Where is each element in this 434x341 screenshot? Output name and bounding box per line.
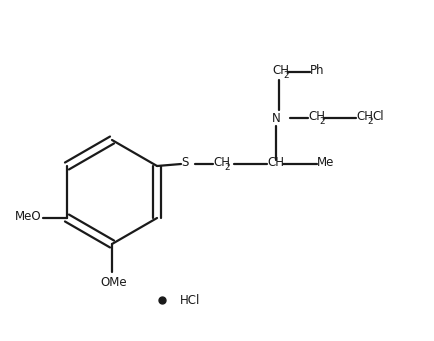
- Text: HCl: HCl: [180, 294, 200, 307]
- Text: N: N: [271, 112, 280, 124]
- Text: 2: 2: [224, 163, 229, 172]
- Text: S: S: [181, 157, 188, 169]
- Text: 2: 2: [318, 117, 324, 125]
- Text: 2: 2: [366, 117, 372, 125]
- Text: CH: CH: [307, 110, 324, 123]
- Text: OMe: OMe: [100, 276, 126, 288]
- Text: 2: 2: [283, 71, 288, 79]
- Text: CH: CH: [271, 64, 288, 77]
- Text: Cl: Cl: [371, 110, 383, 123]
- Text: CH: CH: [355, 110, 372, 123]
- Text: Me: Me: [316, 157, 334, 169]
- Text: Ph: Ph: [309, 64, 324, 77]
- Text: CH: CH: [266, 157, 283, 169]
- Text: MeO: MeO: [15, 210, 42, 223]
- Text: CH: CH: [213, 157, 230, 169]
